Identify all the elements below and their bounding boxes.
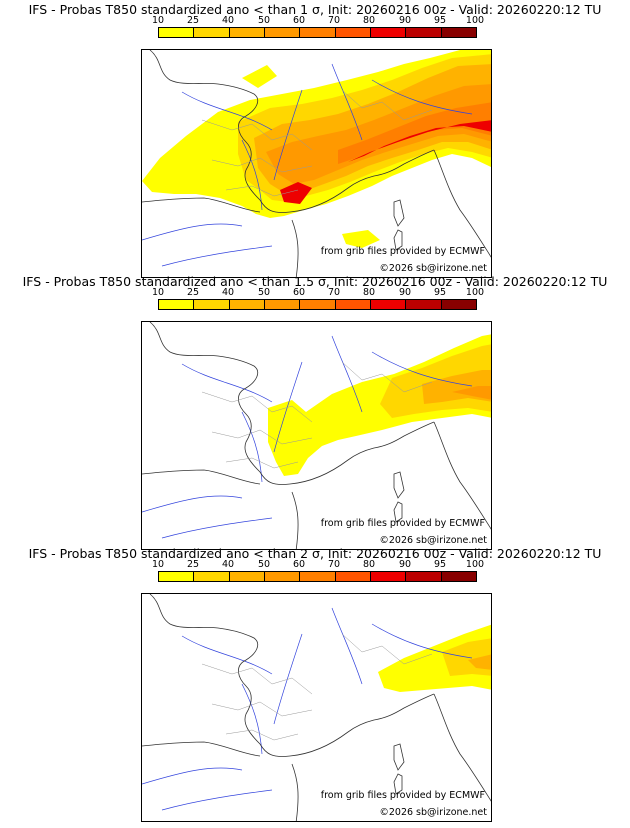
colorbar xyxy=(158,571,477,582)
copyright-credit: ©2026 sb@irizone.net xyxy=(379,535,487,546)
colorbar-swatch xyxy=(441,572,476,581)
panel-title: IFS - Probas T850 standardized ano < tha… xyxy=(28,546,602,561)
probability-shading xyxy=(142,50,491,248)
colorbar-ticks: 10 25 40 50 60 70 80 90 95 100 xyxy=(152,287,484,299)
colorbar-tick: 70 xyxy=(327,559,341,570)
colorbar-swatch xyxy=(264,28,301,37)
colorbar-swatch xyxy=(159,28,195,37)
colorbar-tick: 90 xyxy=(398,15,412,26)
colorbar-tick: 95 xyxy=(433,559,447,570)
colorbar-swatch xyxy=(300,572,336,581)
copyright-credit: ©2026 sb@irizone.net xyxy=(379,263,487,274)
colorbar-tick: 10 xyxy=(151,15,165,26)
colorbar-tick: 10 xyxy=(151,287,165,298)
colorbar-swatch xyxy=(194,572,230,581)
colorbar-tick: 90 xyxy=(398,559,412,570)
colorbar-tick: 80 xyxy=(362,559,376,570)
colorbar-swatch xyxy=(335,572,371,581)
probability-map: from grib files provided by ECMWF ©2026 … xyxy=(141,49,492,278)
colorbar-tick: 40 xyxy=(221,15,235,26)
colorbar-tick: 25 xyxy=(186,559,200,570)
colorbar-tick: 40 xyxy=(221,287,235,298)
colorbar-tick: 70 xyxy=(327,15,341,26)
colorbar-tick: 40 xyxy=(221,559,235,570)
colorbar-tick: 95 xyxy=(433,287,447,298)
copyright-credit: ©2026 sb@irizone.net xyxy=(379,807,487,818)
colorbar-tick: 100 xyxy=(465,559,485,570)
probability-map: from grib files provided by ECMWF ©2026 … xyxy=(141,593,492,822)
colorbar-swatch xyxy=(194,300,230,309)
colorbar-swatch xyxy=(159,572,195,581)
data-source-credit: from grib files provided by ECMWF xyxy=(320,790,485,801)
map-panel-1sigma: IFS - Probas T850 standardized ano < tha… xyxy=(0,2,630,278)
colorbar-swatch xyxy=(229,572,265,581)
map-canvas xyxy=(142,322,491,549)
colorbar-tick: 10 xyxy=(151,559,165,570)
colorbar-tick: 60 xyxy=(292,15,306,26)
map-canvas xyxy=(142,50,491,277)
probability-shading xyxy=(268,334,491,476)
admin-borders xyxy=(201,633,433,741)
rivers xyxy=(142,335,473,539)
colorbar-swatch xyxy=(229,300,265,309)
colorbar-ticks: 10 25 40 50 60 70 80 90 95 100 xyxy=(152,15,484,27)
colorbar-swatch xyxy=(300,300,336,309)
colorbar-swatch xyxy=(441,28,476,37)
colorbar-swatch xyxy=(370,572,407,581)
colorbar-swatch xyxy=(406,28,442,37)
colorbar-swatch xyxy=(159,300,195,309)
colorbar-swatch xyxy=(335,28,371,37)
borders xyxy=(142,594,491,821)
probability-map: from grib files provided by ECMWF ©2026 … xyxy=(141,321,492,550)
colorbar-swatch xyxy=(406,300,442,309)
colorbar-tick: 25 xyxy=(186,15,200,26)
data-source-credit: from grib files provided by ECMWF xyxy=(320,518,485,529)
colorbar-swatch xyxy=(441,300,476,309)
colorbar-tick: 50 xyxy=(257,15,271,26)
colorbar-swatch xyxy=(194,28,230,37)
map-canvas xyxy=(142,594,491,821)
colorbar-tick: 80 xyxy=(362,287,376,298)
colorbar-tick: 100 xyxy=(465,287,485,298)
colorbar-tick: 100 xyxy=(465,15,485,26)
data-source-credit: from grib files provided by ECMWF xyxy=(320,246,485,257)
colorbar xyxy=(158,27,477,38)
map-panel-1-5sigma: IFS - Probas T850 standardized ano < tha… xyxy=(0,274,630,550)
colorbar-tick: 50 xyxy=(257,287,271,298)
colorbar-tick: 80 xyxy=(362,15,376,26)
colorbar-swatch xyxy=(229,28,265,37)
colorbar-tick: 25 xyxy=(186,287,200,298)
colorbar-swatch xyxy=(370,28,407,37)
panel-title: IFS - Probas T850 standardized ano < tha… xyxy=(22,274,608,289)
map-panel-2sigma: IFS - Probas T850 standardized ano < tha… xyxy=(0,546,630,822)
panel-title: IFS - Probas T850 standardized ano < tha… xyxy=(28,2,602,17)
colorbar-swatch xyxy=(264,572,301,581)
colorbar-swatch xyxy=(264,300,301,309)
colorbar xyxy=(158,299,477,310)
rivers xyxy=(142,607,473,811)
admin-borders xyxy=(201,89,433,197)
probability-shading xyxy=(378,624,491,692)
colorbar-tick: 90 xyxy=(398,287,412,298)
borders xyxy=(142,322,491,549)
admin-borders xyxy=(201,361,433,469)
colorbar-tick: 60 xyxy=(292,559,306,570)
borders xyxy=(142,50,491,277)
colorbar-tick: 50 xyxy=(257,559,271,570)
colorbar-swatch xyxy=(370,300,407,309)
colorbar-ticks: 10 25 40 50 60 70 80 90 95 100 xyxy=(152,559,484,571)
colorbar-swatch xyxy=(300,28,336,37)
colorbar-tick: 95 xyxy=(433,15,447,26)
colorbar-tick: 60 xyxy=(292,287,306,298)
colorbar-tick: 70 xyxy=(327,287,341,298)
colorbar-swatch xyxy=(335,300,371,309)
colorbar-swatch xyxy=(406,572,442,581)
